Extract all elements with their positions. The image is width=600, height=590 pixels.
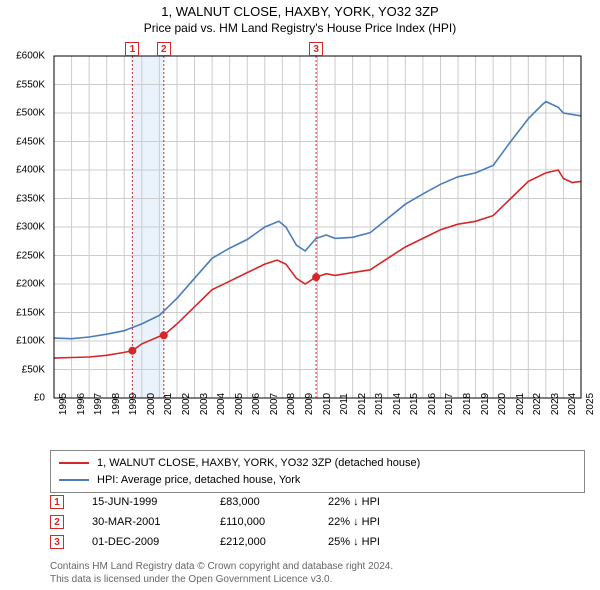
y-tick-label: £100K	[1, 336, 45, 347]
x-tick-label: 2020	[497, 393, 508, 415]
x-tick-label: 1999	[128, 393, 139, 415]
y-tick-label: £550K	[1, 79, 45, 90]
x-tick-label: 2005	[234, 393, 245, 415]
x-tick-label: 2012	[357, 393, 368, 415]
x-tick-label: 2011	[339, 393, 350, 415]
y-tick-label: £0	[1, 393, 45, 404]
title-main: 1, WALNUT CLOSE, HAXBY, YORK, YO32 3ZP	[0, 4, 600, 19]
x-tick-label: 2016	[427, 393, 438, 415]
x-tick-label: 2018	[462, 393, 473, 415]
chart-sale-marker: 2	[157, 42, 171, 56]
x-tick-label: 1995	[58, 393, 69, 415]
x-tick-label: 2015	[409, 393, 420, 415]
x-tick-label: 1996	[76, 393, 87, 415]
sale-delta: 25% ↓ HPI	[328, 536, 428, 548]
x-tick-label: 2004	[216, 393, 227, 415]
sales-table: 1 15-JUN-1999 £83,000 22% ↓ HPI 2 30-MAR…	[50, 495, 585, 555]
title-sub: Price paid vs. HM Land Registry's House …	[0, 21, 600, 35]
x-tick-label: 2010	[322, 393, 333, 415]
sale-date: 15-JUN-1999	[92, 496, 192, 508]
chart-area: £0£50K£100K£150K£200K£250K£300K£350K£400…	[50, 42, 585, 402]
sale-marker: 1	[50, 495, 64, 509]
x-tick-label: 2008	[286, 393, 297, 415]
sale-price: £110,000	[220, 516, 300, 528]
chart-sale-marker: 3	[309, 42, 323, 56]
y-tick-label: £450K	[1, 136, 45, 147]
x-tick-label: 1997	[93, 393, 104, 415]
sale-date: 01-DEC-2009	[92, 536, 192, 548]
x-tick-label: 2002	[181, 393, 192, 415]
y-tick-label: £600K	[1, 51, 45, 62]
legend-label: 1, WALNUT CLOSE, HAXBY, YORK, YO32 3ZP (…	[97, 455, 420, 472]
footer-note: Contains HM Land Registry data © Crown c…	[50, 560, 585, 586]
sale-delta: 22% ↓ HPI	[328, 496, 428, 508]
legend-box: 1, WALNUT CLOSE, HAXBY, YORK, YO32 3ZP (…	[50, 450, 585, 493]
legend-swatch	[59, 479, 89, 481]
y-tick-label: £500K	[1, 108, 45, 119]
sale-price: £212,000	[220, 536, 300, 548]
chart-sale-marker: 1	[125, 42, 139, 56]
footer-line: Contains HM Land Registry data © Crown c…	[50, 560, 585, 573]
x-tick-label: 2021	[515, 393, 526, 415]
y-tick-label: £300K	[1, 222, 45, 233]
x-tick-label: 2013	[374, 393, 385, 415]
sale-price: £83,000	[220, 496, 300, 508]
legend-row: 1, WALNUT CLOSE, HAXBY, YORK, YO32 3ZP (…	[59, 455, 576, 472]
sale-marker: 2	[50, 515, 64, 529]
y-tick-label: £150K	[1, 307, 45, 318]
chart-svg	[50, 42, 585, 402]
sale-marker: 3	[50, 535, 64, 549]
legend-label: HPI: Average price, detached house, York	[97, 472, 300, 489]
x-tick-label: 2024	[567, 393, 578, 415]
x-tick-label: 2025	[585, 393, 596, 415]
y-tick-label: £350K	[1, 193, 45, 204]
sale-delta: 22% ↓ HPI	[328, 516, 428, 528]
x-tick-label: 2017	[444, 393, 455, 415]
chart-container: 1, WALNUT CLOSE, HAXBY, YORK, YO32 3ZP P…	[0, 0, 600, 590]
x-tick-label: 1998	[111, 393, 122, 415]
x-tick-label: 2007	[269, 393, 280, 415]
legend-row: HPI: Average price, detached house, York	[59, 472, 576, 489]
x-tick-label: 2001	[163, 393, 174, 415]
footer-line: This data is licensed under the Open Gov…	[50, 573, 585, 586]
sale-row: 3 01-DEC-2009 £212,000 25% ↓ HPI	[50, 535, 585, 549]
x-tick-label: 2023	[550, 393, 561, 415]
y-tick-label: £200K	[1, 279, 45, 290]
sale-date: 30-MAR-2001	[92, 516, 192, 528]
x-tick-label: 2000	[146, 393, 157, 415]
x-tick-label: 2022	[532, 393, 543, 415]
legend-swatch	[59, 462, 89, 464]
sale-row: 1 15-JUN-1999 £83,000 22% ↓ HPI	[50, 495, 585, 509]
x-tick-label: 2009	[304, 393, 315, 415]
y-tick-label: £250K	[1, 250, 45, 261]
x-tick-label: 2019	[480, 393, 491, 415]
x-tick-label: 2006	[251, 393, 262, 415]
y-tick-label: £50K	[1, 364, 45, 375]
title-area: 1, WALNUT CLOSE, HAXBY, YORK, YO32 3ZP P…	[0, 0, 600, 35]
y-tick-label: £400K	[1, 165, 45, 176]
sale-row: 2 30-MAR-2001 £110,000 22% ↓ HPI	[50, 515, 585, 529]
x-tick-label: 2003	[199, 393, 210, 415]
x-tick-label: 2014	[392, 393, 403, 415]
